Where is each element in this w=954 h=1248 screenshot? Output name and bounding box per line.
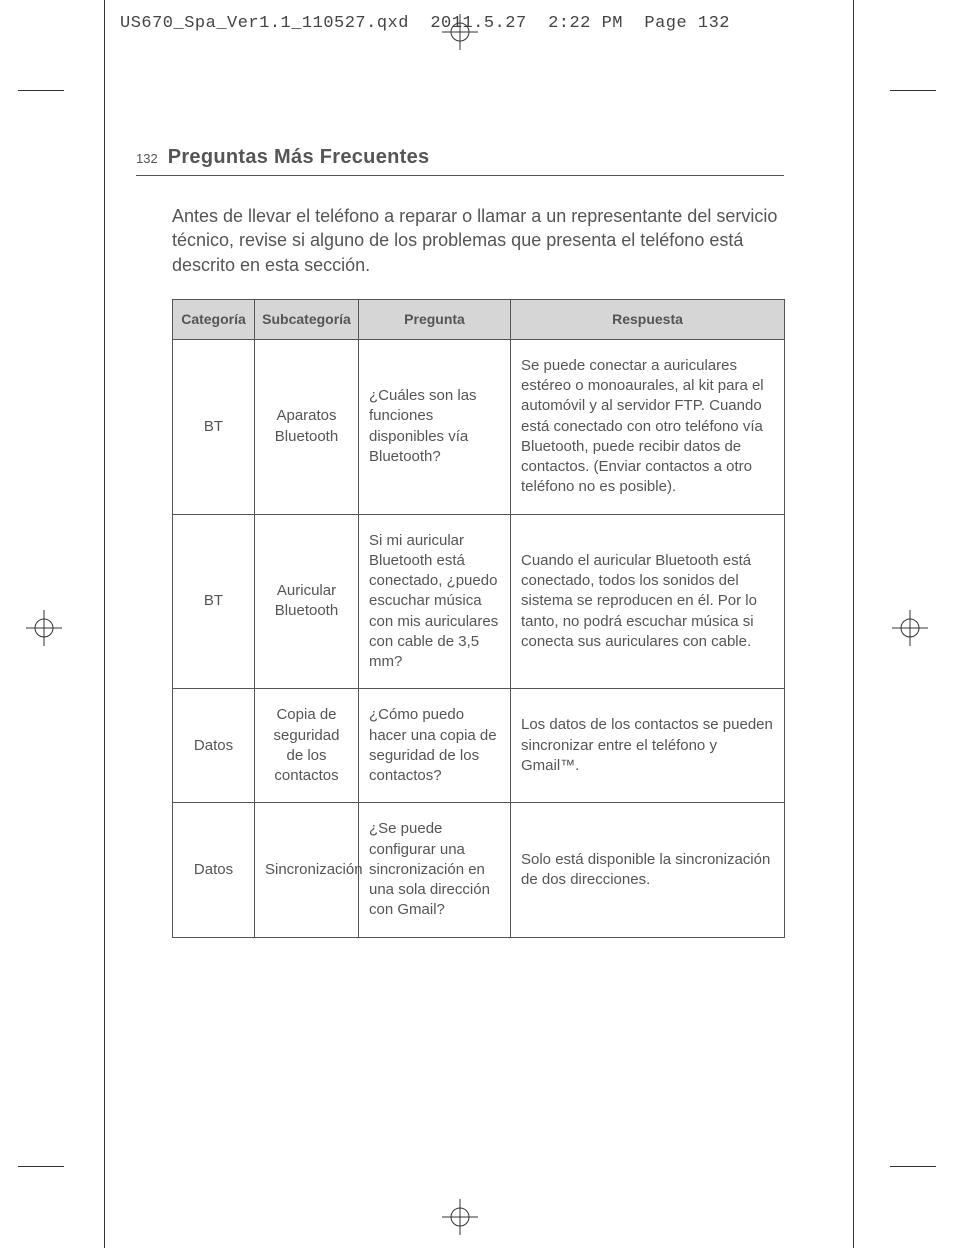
table-row: Datos Copia de seguridad de los contacto… bbox=[173, 689, 785, 803]
cell-subcategoria: Aparatos Bluetooth bbox=[255, 339, 359, 514]
cell-respuesta: Se puede conectar a auriculares estéreo … bbox=[511, 339, 785, 514]
crop-mark bbox=[18, 90, 64, 91]
section-title: Preguntas Más Frecuentes bbox=[168, 146, 430, 169]
cell-respuesta: Los datos de los contactos se pueden sin… bbox=[511, 689, 785, 803]
crop-mark bbox=[890, 90, 936, 91]
cell-respuesta: Cuando el auricular Bluetooth está conec… bbox=[511, 514, 785, 689]
cell-categoria: BT bbox=[173, 514, 255, 689]
table-header-row: Categoría Subcategoría Pregunta Respuest… bbox=[173, 299, 785, 339]
col-header-subcategoria: Subcategoría bbox=[255, 299, 359, 339]
cell-subcategoria: Sincronización bbox=[255, 803, 359, 937]
registration-mark-icon bbox=[892, 610, 928, 646]
cell-categoria: BT bbox=[173, 339, 255, 514]
table-row: BT Auricular Bluetooth Si mi auricular B… bbox=[173, 514, 785, 689]
cell-respuesta: Solo está disponible la sincronización d… bbox=[511, 803, 785, 937]
col-header-categoria: Categoría bbox=[173, 299, 255, 339]
registration-mark-icon bbox=[26, 610, 62, 646]
cell-categoria: Datos bbox=[173, 689, 255, 803]
col-header-pregunta: Pregunta bbox=[359, 299, 511, 339]
table-row: BT Aparatos Bluetooth ¿Cuáles son las fu… bbox=[173, 339, 785, 514]
registration-mark-icon bbox=[442, 14, 478, 50]
crop-mark bbox=[890, 1166, 936, 1167]
cell-categoria: Datos bbox=[173, 803, 255, 937]
section-header: 132 Preguntas Más Frecuentes bbox=[136, 146, 784, 176]
intro-paragraph: Antes de llevar el teléfono a reparar o … bbox=[172, 204, 784, 277]
cell-subcategoria: Auricular Bluetooth bbox=[255, 514, 359, 689]
faq-table: Categoría Subcategoría Pregunta Respuest… bbox=[172, 299, 785, 938]
cell-pregunta: ¿Cómo puedo hacer una copia de seguridad… bbox=[359, 689, 511, 803]
table-row: Datos Sincronización ¿Se puede configura… bbox=[173, 803, 785, 937]
registration-mark-icon bbox=[442, 1199, 478, 1235]
cell-pregunta: Si mi auricular Bluetooth está conectado… bbox=[359, 514, 511, 689]
cell-pregunta: ¿Se puede configurar una sincronización … bbox=[359, 803, 511, 937]
cell-pregunta: ¿Cuáles son las funciones disponibles ví… bbox=[359, 339, 511, 514]
cell-subcategoria: Copia de seguridad de los contactos bbox=[255, 689, 359, 803]
col-header-respuesta: Respuesta bbox=[511, 299, 785, 339]
page-number: 132 bbox=[136, 151, 158, 166]
file-header-slug: US670_Spa_Ver1.1_110527.qxd 2011.5.27 2:… bbox=[120, 14, 730, 33]
crop-mark bbox=[18, 1166, 64, 1167]
page-content: 132 Preguntas Más Frecuentes Antes de ll… bbox=[136, 146, 784, 938]
